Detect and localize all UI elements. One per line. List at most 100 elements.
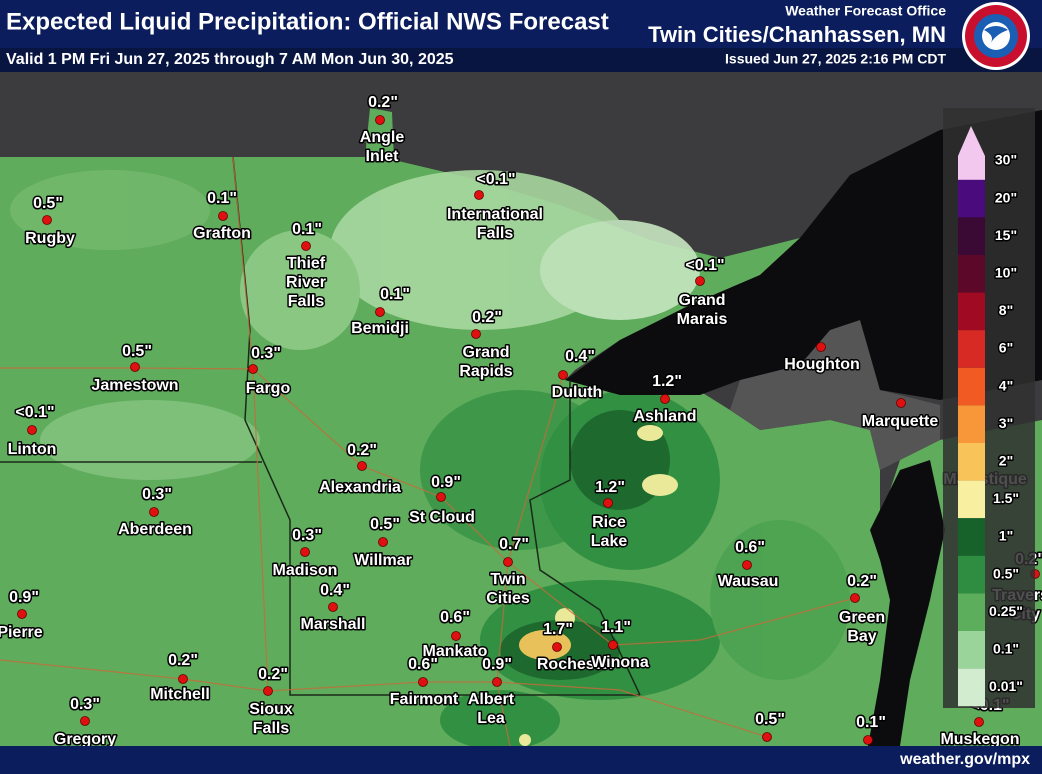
legend-swatch [958,367,985,406]
station-dot [742,560,752,570]
station-name: Green [839,609,885,626]
station-dot [378,537,388,547]
station-name: Pierre [0,624,43,641]
legend-label: 3" [999,415,1013,431]
station-name: Mankato [423,643,488,660]
station-amount: 1.7" [543,621,573,638]
station-amount: 0.2" [258,666,288,683]
station-dot [263,686,273,696]
station-amount: 1.1" [601,619,631,636]
legend: 30" 20" 15" 10" 8" 6" 4" 3" 2" 1.5" 1" 0.5" 0.25" 0.1… [943,108,1035,708]
valid-time: Valid 1 PM Fri Jun 27, 2025 through 7 AM… [6,51,454,68]
station-name: Grand [462,344,509,361]
station-dot [248,364,258,374]
station-dot [974,717,984,727]
station-amount: 0.2" [347,442,377,459]
legend-label: 0.01" [989,678,1023,694]
station-name: Madison [273,562,338,579]
station-amount: 0.3" [292,527,322,544]
station-name: Winona [591,654,649,671]
station-dot [357,461,367,471]
station-name: Inlet [366,148,400,165]
station-name: Marshall [301,616,366,633]
station-dot [471,329,481,339]
station-amount: 0.4" [565,348,595,365]
legend-swatch [958,255,985,293]
station-amount: 0.5" [33,195,63,212]
legend-label: 0.1" [993,641,1019,657]
station-amount: 0.1" [856,714,886,731]
station-dot [503,557,513,567]
legend-swatch [958,555,985,594]
legend-label: 0.5" [993,565,1019,581]
station-name: Falls [477,225,514,242]
upper-michigan [730,320,940,470]
station-dot [80,716,90,726]
station-name: Falls [288,293,325,310]
station-name: Bay [847,628,876,645]
station-dot [178,674,188,684]
station-dot [492,677,502,687]
station-amount: 0.5" [122,343,152,360]
station-name: Thief [287,255,326,272]
legend-arrow [958,126,985,180]
header-strip [0,48,1042,72]
station-amount: 0.2" [168,652,198,669]
station-name: Twin [490,571,525,588]
station-dot [149,507,159,517]
station-name: Fargo [246,380,291,397]
map [0,72,1042,746]
station-amount: 0.3" [70,696,100,713]
footer-url: weather.gov/mpx [899,751,1030,768]
station-name: Grafton [193,225,251,242]
station-dot [418,677,428,687]
legend-label: 20" [995,189,1017,205]
station-name: Rochester [537,656,615,673]
station-dot [816,342,826,352]
station-amount: 0.3" [142,486,172,503]
station-dot [695,276,705,286]
station-dot [474,190,484,200]
lake-superior [565,110,1042,400]
station-amount: 0.1" [207,190,237,207]
station-name: International [447,206,543,223]
station-dot [17,609,27,619]
station-amount: 0.7" [499,536,529,553]
station-name: Alexandria [319,479,401,496]
station-name: Bemidji [351,320,409,337]
station-dot [451,631,461,641]
station-dot [603,498,613,508]
station-name: Marquette [862,413,939,430]
station-name: Cities [486,590,530,607]
legend-swatch [958,668,985,707]
station-dot [552,642,562,652]
legend-label: 4" [999,377,1013,393]
office-label: Weather Forecast Office [785,3,946,19]
station-name: Lea [477,710,505,727]
legend-label: 2" [999,453,1013,469]
lake-michigan [868,460,945,746]
station-dot [863,735,873,745]
station-name: Angle [360,129,405,146]
station-amount: 0.6" [735,539,765,556]
station-dot [375,115,385,125]
legend-swatch [958,217,985,255]
legend-label: 0.25" [989,603,1023,619]
legend-label: 6" [999,340,1013,356]
legend-swatch [958,480,985,519]
station-dot [328,602,338,612]
station-amount: 0.2" [847,573,877,590]
office-name: Twin Cities/Chanhassen, MN [648,22,946,47]
station-name: Jamestown [91,377,178,394]
legend-swatch [958,631,985,669]
station-name: Rugby [25,230,75,247]
station-amount: 0.6" [440,609,470,626]
station-name: Falls [253,720,290,737]
station-name: Grand [678,292,725,309]
title: Expected Liquid Precipitation: Official … [6,8,609,35]
station-amount: 0.9" [482,656,512,673]
legend-label: 1.5" [993,490,1019,506]
station-dot [660,394,670,404]
station-amount: 1.2" [652,373,682,390]
